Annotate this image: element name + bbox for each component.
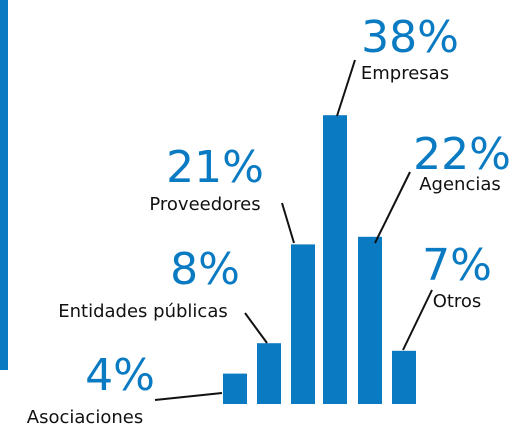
bar bbox=[358, 236, 382, 404]
leader-line bbox=[336, 59, 356, 117]
value-label: 8% bbox=[170, 244, 240, 295]
leader-line bbox=[154, 392, 223, 401]
value-label: 38% bbox=[361, 12, 459, 63]
side-bar bbox=[0, 0, 8, 370]
category-label: Proveedores bbox=[149, 194, 260, 215]
leader-line bbox=[374, 171, 411, 244]
category-label: Otros bbox=[433, 291, 482, 312]
bar bbox=[223, 373, 247, 404]
category-label: Empresas bbox=[361, 63, 449, 84]
value-label: 7% bbox=[422, 240, 492, 291]
bar bbox=[257, 343, 281, 404]
value-label: 21% bbox=[166, 142, 264, 193]
value-label: 22% bbox=[413, 129, 511, 180]
category-label: Agencias bbox=[419, 174, 501, 195]
value-label: 4% bbox=[85, 350, 155, 401]
category-label: Entidades públicas bbox=[58, 301, 227, 322]
bar bbox=[392, 350, 416, 404]
leader-line bbox=[402, 289, 433, 351]
bar bbox=[323, 115, 347, 404]
category-label: Asociaciones bbox=[27, 407, 143, 428]
bar bbox=[291, 244, 315, 404]
leader-line bbox=[244, 312, 268, 344]
leader-line bbox=[281, 202, 295, 244]
